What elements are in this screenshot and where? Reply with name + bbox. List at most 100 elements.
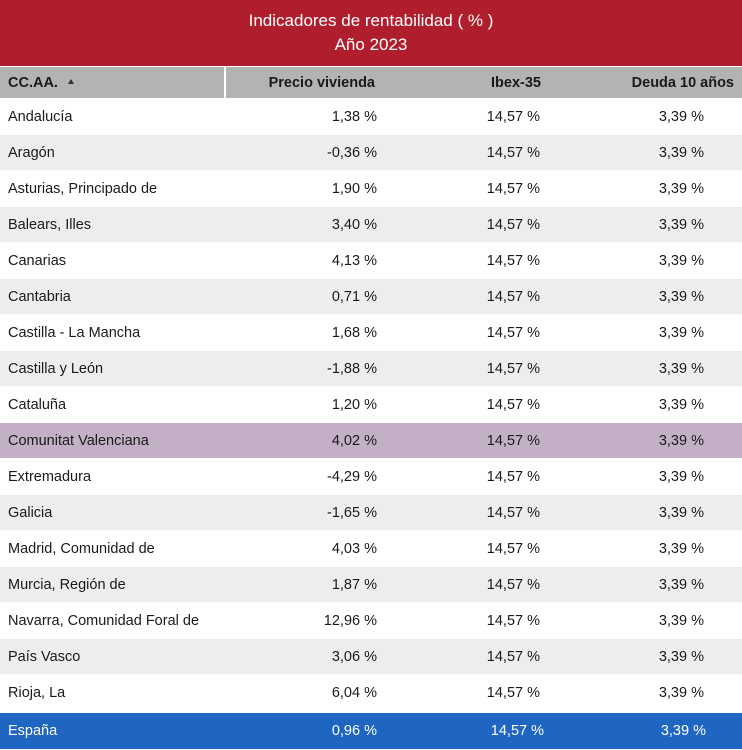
cell-region: Rioja, La bbox=[8, 684, 66, 701]
cell-deuda-10-anos: 3,39 % bbox=[658, 144, 704, 161]
cell-region: Cantabria bbox=[8, 288, 71, 305]
cell-region: Aragón bbox=[8, 144, 55, 161]
cell-deuda-10-anos: 3,39 % bbox=[658, 252, 704, 269]
table-row: Canarias 4,13 % 14,57 % 3,39 % bbox=[0, 243, 742, 279]
cell-precio-vivienda: 1,87 % bbox=[331, 576, 377, 593]
cell-ibex-35: 14,57 % bbox=[486, 468, 540, 485]
cell-precio-vivienda: 3,06 % bbox=[331, 648, 377, 665]
cell-deuda-10-anos: 3,39 % bbox=[658, 684, 704, 701]
cell-precio-vivienda: 3,40 % bbox=[331, 216, 377, 233]
cell-region: País Vasco bbox=[8, 648, 81, 665]
cell-ibex-35: 14,57 % bbox=[486, 108, 540, 125]
cell-ibex-35: 14,57 % bbox=[486, 540, 540, 557]
cell-deuda-10-anos: 3,39 % bbox=[658, 180, 704, 197]
header-precio-vivienda[interactable]: Precio vivienda bbox=[268, 74, 375, 91]
cell-deuda-10-anos: 3,39 % bbox=[658, 216, 704, 233]
total-deuda: 3,39 % bbox=[660, 723, 706, 739]
header-ccaa[interactable]: CC.AA. bbox=[0, 67, 226, 98]
cell-ibex-35: 14,57 % bbox=[486, 432, 540, 449]
cell-region: Canarias bbox=[8, 252, 67, 269]
table-row: Balears, Illes 3,40 % 14,57 % 3,39 % bbox=[0, 207, 742, 243]
table-title: Indicadores de rentabilidad ( % ) Año 20… bbox=[0, 0, 742, 67]
cell-deuda-10-anos: 3,39 % bbox=[658, 540, 704, 557]
cell-deuda-10-anos: 3,39 % bbox=[658, 360, 704, 377]
cell-ibex-35: 14,57 % bbox=[486, 648, 540, 665]
cell-ibex-35: 14,57 % bbox=[486, 612, 540, 629]
cell-ibex-35: 14,57 % bbox=[486, 360, 540, 377]
cell-region: Galicia bbox=[8, 504, 53, 521]
cell-precio-vivienda: 4,03 % bbox=[331, 540, 377, 557]
cell-ibex-35: 14,57 % bbox=[486, 144, 540, 161]
cell-ibex-35: 14,57 % bbox=[486, 504, 540, 521]
cell-ibex-35: 14,57 % bbox=[486, 252, 540, 269]
cell-deuda-10-anos: 3,39 % bbox=[658, 504, 704, 521]
cell-precio-vivienda: 4,13 % bbox=[331, 252, 377, 269]
table-row: Cantabria 0,71 % 14,57 % 3,39 % bbox=[0, 279, 742, 315]
cell-precio-vivienda: -0,36 % bbox=[327, 144, 377, 161]
cell-region: Castilla y León bbox=[8, 360, 104, 377]
table-row: País Vasco 3,06 % 14,57 % 3,39 % bbox=[0, 639, 742, 675]
cell-ibex-35: 14,57 % bbox=[486, 324, 540, 341]
cell-deuda-10-anos: 3,39 % bbox=[658, 432, 704, 449]
table-row: Navarra, Comunidad Foral de 12,96 % 14,57 … bbox=[0, 603, 742, 639]
header-row: CC.AA. Precio vivienda Ibex-35 Deuda 10 … bbox=[0, 67, 742, 99]
cell-region: Extremadura bbox=[8, 468, 92, 485]
cell-ibex-35: 14,57 % bbox=[486, 396, 540, 413]
cell-precio-vivienda: 1,38 % bbox=[331, 108, 377, 125]
table-row: Rioja, La 6,04 % 14,57 % 3,39 % bbox=[0, 675, 742, 711]
cell-precio-vivienda: -1,88 % bbox=[327, 360, 377, 377]
cell-ibex-35: 14,57 % bbox=[486, 288, 540, 305]
header-deuda-10-anos[interactable]: Deuda 10 años bbox=[631, 74, 734, 91]
cell-region: Balears, Illes bbox=[8, 216, 92, 233]
table-row: Andalucía 1,38 % 14,57 % 3,39 % bbox=[0, 99, 742, 135]
cell-deuda-10-anos: 3,39 % bbox=[658, 648, 704, 665]
cell-deuda-10-anos: 3,39 % bbox=[658, 612, 704, 629]
cell-precio-vivienda: 1,20 % bbox=[331, 396, 377, 413]
total-ibex: 14,57 % bbox=[490, 723, 544, 739]
cell-deuda-10-anos: 3,39 % bbox=[658, 576, 704, 593]
cell-precio-vivienda: 6,04 % bbox=[331, 684, 377, 701]
cell-region: Cataluña bbox=[8, 396, 67, 413]
cell-deuda-10-anos: 3,39 % bbox=[658, 108, 704, 125]
table-row: Castilla y León -1,88 % 14,57 % 3,39 % bbox=[0, 351, 742, 387]
table-row: Murcia, Región de 1,87 % 14,57 % 3,39 % bbox=[0, 567, 742, 603]
cell-region: Navarra, Comunidad Foral de bbox=[8, 612, 200, 629]
title-line-2: Año 2023 bbox=[334, 35, 408, 54]
cell-region: Murcia, Región de bbox=[8, 576, 126, 593]
table-body: Andalucía 1,38 % 14,57 % 3,39 % Aragón -0,36 … bbox=[0, 99, 742, 711]
table-row: Galicia -1,65 % 14,57 % 3,39 % bbox=[0, 495, 742, 531]
total-row: España 0,96 % 14,57 % 3,39 % bbox=[0, 713, 742, 749]
header-ccaa-label: CC.AA. bbox=[8, 74, 58, 91]
cell-region: Madrid, Comunidad de bbox=[8, 540, 155, 557]
cell-deuda-10-anos: 3,39 % bbox=[658, 324, 704, 341]
table-row: Castilla - La Mancha 1,68 % 14,57 % 3,39 % bbox=[0, 315, 742, 351]
title-line-1: Indicadores de rentabilidad ( % ) bbox=[248, 11, 494, 30]
cell-precio-vivienda: 4,02 % bbox=[331, 432, 377, 449]
table-row: Aragón -0,36 % 14,57 % 3,39 % bbox=[0, 135, 742, 171]
cell-precio-vivienda: -1,65 % bbox=[327, 504, 377, 521]
total-region: España bbox=[8, 723, 58, 739]
header-ibex-35[interactable]: Ibex-35 bbox=[491, 74, 541, 91]
cell-deuda-10-anos: 3,39 % bbox=[658, 468, 704, 485]
table-row: Asturias, Principado de 1,90 % 14,57 % 3,39… bbox=[0, 171, 742, 207]
cell-deuda-10-anos: 3,39 % bbox=[658, 396, 704, 413]
table-row: Madrid, Comunidad de 4,03 % 14,57 % 3,39 % bbox=[0, 531, 742, 567]
cell-precio-vivienda: 0,71 % bbox=[331, 288, 377, 305]
total-precio: 0,96 % bbox=[331, 723, 377, 739]
cell-precio-vivienda: 1,68 % bbox=[331, 324, 377, 341]
cell-precio-vivienda: 12,96 % bbox=[323, 612, 377, 629]
cell-region: Comunitat Valenciana bbox=[8, 432, 149, 449]
cell-ibex-35: 14,57 % bbox=[486, 684, 540, 701]
cell-region: Andalucía bbox=[8, 108, 73, 125]
table-row: Extremadura -4,29 % 14,57 % 3,39 % bbox=[0, 459, 742, 495]
cell-region: Asturias, Principado de bbox=[8, 180, 158, 197]
table-row: Cataluña 1,20 % 14,57 % 3,39 % bbox=[0, 387, 742, 423]
table-row: Comunitat Valenciana 4,02 % 14,57 % 3,39 % bbox=[0, 423, 742, 459]
cell-deuda-10-anos: 3,39 % bbox=[658, 288, 704, 305]
sort-ascending-icon[interactable] bbox=[67, 79, 74, 84]
cell-ibex-35: 14,57 % bbox=[486, 180, 540, 197]
cell-ibex-35: 14,57 % bbox=[486, 216, 540, 233]
cell-region: Castilla - La Mancha bbox=[8, 324, 141, 341]
cell-precio-vivienda: 1,90 % bbox=[331, 180, 377, 197]
